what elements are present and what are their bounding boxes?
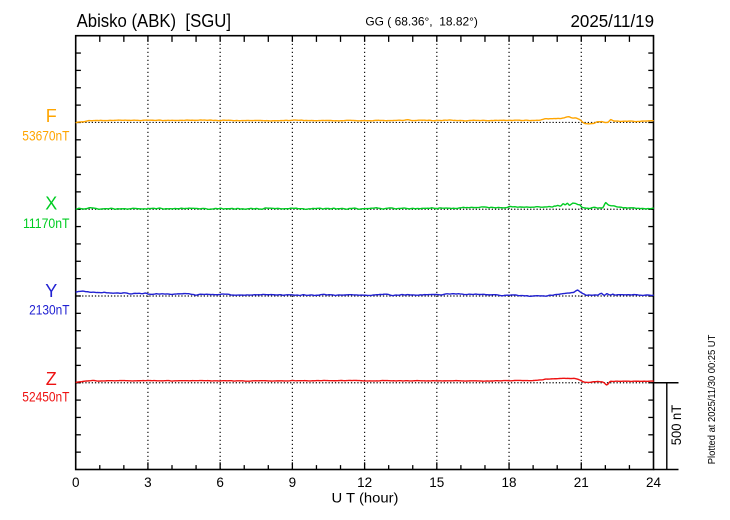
svg-text:Z: Z (46, 369, 57, 389)
svg-text:2025/11/19: 2025/11/19 (571, 11, 655, 31)
svg-text:0: 0 (72, 475, 80, 490)
svg-text:6: 6 (216, 475, 224, 490)
svg-text:X: X (45, 194, 57, 214)
svg-text:18: 18 (501, 475, 516, 490)
svg-text:U T (hour): U T (hour) (332, 491, 399, 506)
svg-text:F: F (46, 106, 57, 126)
svg-text:2130nT: 2130nT (29, 302, 69, 317)
svg-text:Plotted at 2025/11/30 00:25 UT: Plotted at 2025/11/30 00:25 UT (707, 335, 718, 465)
svg-text:GG ( 68.36°, 18.82°): GG ( 68.36°, 18.82°) (365, 15, 478, 29)
svg-text:Abisko (ABK) [SGU]: Abisko (ABK) [SGU] (77, 11, 231, 31)
svg-text:52450nT: 52450nT (22, 389, 69, 404)
svg-text:9: 9 (289, 475, 297, 490)
svg-text:3: 3 (144, 475, 152, 490)
svg-text:Y: Y (45, 281, 57, 301)
svg-text:15: 15 (429, 475, 444, 490)
svg-text:24: 24 (646, 475, 662, 490)
svg-text:21: 21 (574, 475, 589, 490)
svg-text:12: 12 (357, 475, 372, 490)
svg-text:500 nT: 500 nT (669, 405, 684, 445)
svg-text:11170nT: 11170nT (23, 216, 70, 231)
svg-text:53670nT: 53670nT (22, 128, 69, 143)
